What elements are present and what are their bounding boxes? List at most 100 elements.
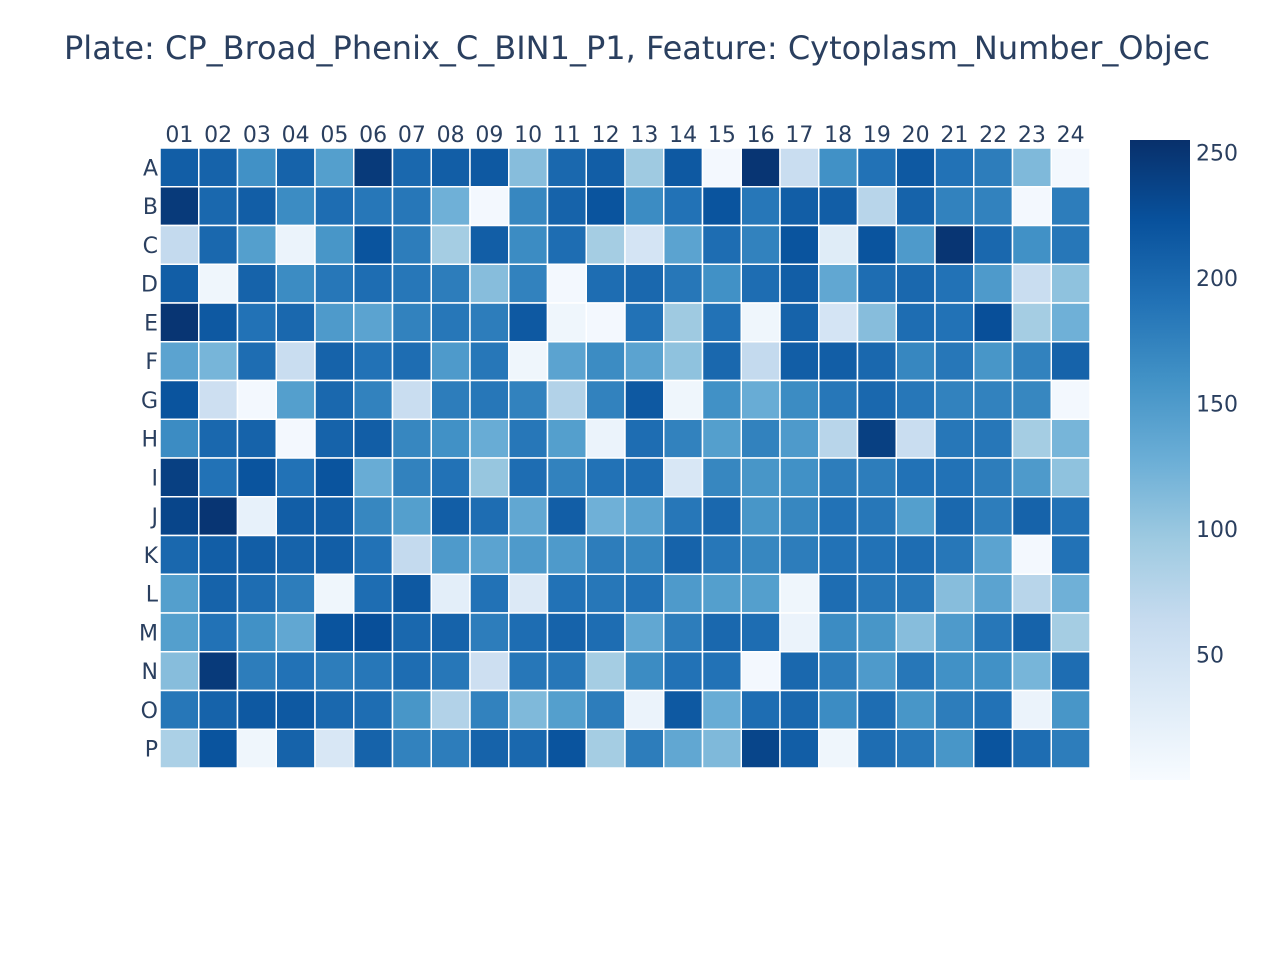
colorbar: 50 100 150 200 250 — [1130, 140, 1238, 780]
heatmap-cell-K06 — [353, 534, 394, 575]
heatmap-cell-M16 — [740, 612, 781, 653]
heatmap-cell-L19 — [856, 573, 897, 614]
heatmap-cell-G19 — [856, 379, 897, 420]
heatmap-cell-K04 — [275, 534, 316, 575]
heatmap-cell-M04 — [275, 612, 316, 653]
heatmap-cell-B22 — [973, 186, 1014, 227]
heatmap-cell-N16 — [740, 651, 781, 692]
heatmap-cell-M19 — [856, 612, 897, 653]
heatmap-cell-O17 — [779, 689, 820, 730]
heatmap-cell-J14 — [663, 496, 704, 537]
heatmap-cell-B16 — [740, 186, 781, 227]
heatmap-cell-C10 — [508, 224, 549, 265]
heatmap-cell-A08 — [430, 147, 471, 188]
heatmap-cell-L06 — [353, 573, 394, 614]
heatmap-cell-A21 — [934, 147, 975, 188]
heatmap-cell-K11 — [546, 534, 587, 575]
heatmap-cell-G02 — [198, 379, 239, 420]
heatmap-cell-C05 — [314, 224, 355, 265]
heatmap-cell-A02 — [198, 147, 239, 188]
heatmap-cell-K15 — [701, 534, 742, 575]
heatmap-cell-N20 — [895, 651, 936, 692]
heatmap-cell-A24 — [1050, 147, 1091, 188]
heatmap-cell-G09 — [469, 379, 510, 420]
heatmap-cell-O18 — [818, 689, 859, 730]
heatmap-cell-I10 — [508, 457, 549, 498]
heatmap-cell-I22 — [973, 457, 1014, 498]
heatmap-cell-M08 — [430, 612, 471, 653]
colorbar-tick-label: 200 — [1196, 267, 1238, 292]
heatmap-cell-H22 — [973, 418, 1014, 459]
row-tick-label: A — [143, 156, 158, 181]
heatmap-cell-P24 — [1050, 728, 1091, 769]
heatmap-cell-O15 — [701, 689, 742, 730]
heatmap-cell-E24 — [1050, 302, 1091, 343]
heatmap-cell-A10 — [508, 147, 549, 188]
heatmap-cell-J19 — [856, 496, 897, 537]
heatmap-cell-C11 — [546, 224, 587, 265]
heatmap-cell-D21 — [934, 263, 975, 304]
row-tick-label: L — [146, 583, 159, 608]
heatmap-cell-I17 — [779, 457, 820, 498]
heatmap-cell-G16 — [740, 379, 781, 420]
heatmap-cell-B09 — [469, 186, 510, 227]
row-tick-label: K — [144, 544, 159, 569]
heatmap-cell-G15 — [701, 379, 742, 420]
heatmap-cell-D11 — [546, 263, 587, 304]
heatmap-cell-P22 — [973, 728, 1014, 769]
heatmap-cell-N07 — [391, 651, 432, 692]
column-tick-label: 15 — [708, 123, 736, 148]
heatmap-cell-C06 — [353, 224, 394, 265]
heatmap-cell-F21 — [934, 341, 975, 382]
heatmap-cell-G07 — [391, 379, 432, 420]
row-tick-label: G — [141, 389, 158, 414]
heatmap-cell-K09 — [469, 534, 510, 575]
heatmap-cell-H08 — [430, 418, 471, 459]
heatmap-cell-O08 — [430, 689, 471, 730]
heatmap-cell-H21 — [934, 418, 975, 459]
heatmap-cell-F09 — [469, 341, 510, 382]
heatmap-cell-G21 — [934, 379, 975, 420]
heatmap-cell-P19 — [856, 728, 897, 769]
column-tick-label: 05 — [320, 123, 348, 148]
heatmap-cell-M02 — [198, 612, 239, 653]
heatmap-cell-G03 — [236, 379, 277, 420]
colorbar-tick-label: 50 — [1196, 644, 1224, 669]
heatmap-cell-M20 — [895, 612, 936, 653]
heatmap-cell-O22 — [973, 689, 1014, 730]
heatmap-cell-H04 — [275, 418, 316, 459]
heatmap-cell-D06 — [353, 263, 394, 304]
heatmap-cell-F04 — [275, 341, 316, 382]
heatmap-cell-C02 — [198, 224, 239, 265]
heatmap-cell-E01 — [159, 302, 200, 343]
column-tick-label: 04 — [282, 123, 310, 148]
heatmap-cell-H12 — [585, 418, 626, 459]
heatmap-cell-D12 — [585, 263, 626, 304]
heatmap-cell-J07 — [391, 496, 432, 537]
heatmap-cell-B11 — [546, 186, 587, 227]
heatmap-cell-J10 — [508, 496, 549, 537]
heatmap-cell-E16 — [740, 302, 781, 343]
heatmap-cell-J23 — [1011, 496, 1052, 537]
column-tick-label: 10 — [514, 123, 542, 148]
heatmap-cell-J17 — [779, 496, 820, 537]
heatmap-cell-E13 — [624, 302, 665, 343]
heatmap-cell-G17 — [779, 379, 820, 420]
heatmap-cell-I08 — [430, 457, 471, 498]
heatmap-cell-B18 — [818, 186, 859, 227]
heatmap-cell-N21 — [934, 651, 975, 692]
heatmap-cell-C14 — [663, 224, 704, 265]
heatmap-cell-D04 — [275, 263, 316, 304]
heatmap-cell-J04 — [275, 496, 316, 537]
heatmap-cell-B03 — [236, 186, 277, 227]
heatmap-cell-O04 — [275, 689, 316, 730]
heatmap-cell-K22 — [973, 534, 1014, 575]
row-tick-label: O — [141, 699, 158, 724]
heatmap-cell-L18 — [818, 573, 859, 614]
heatmap-cell-N15 — [701, 651, 742, 692]
column-tick-label: 11 — [553, 123, 581, 148]
heatmap-cell-C13 — [624, 224, 665, 265]
heatmap-cell-F23 — [1011, 341, 1052, 382]
